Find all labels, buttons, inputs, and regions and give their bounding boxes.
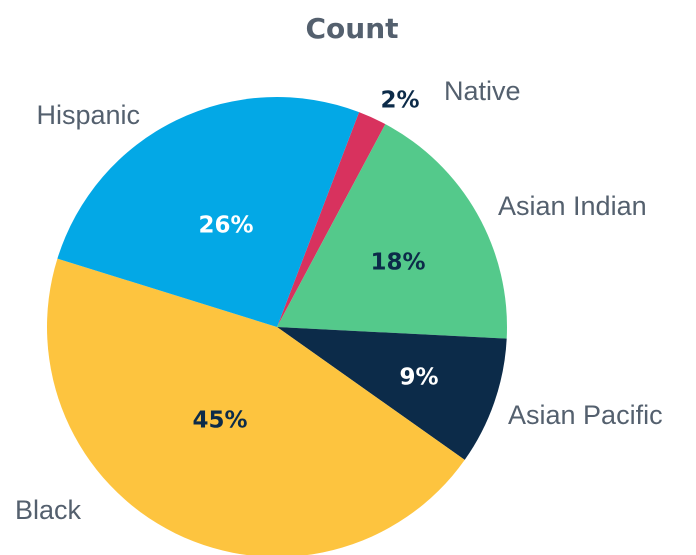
slice-label: Asian Pacific <box>508 400 663 430</box>
chart-title: Count <box>305 12 398 45</box>
slice-label: Hispanic <box>36 100 140 130</box>
value-label: 9% <box>399 365 438 391</box>
value-label: 45% <box>192 408 247 434</box>
slice-label: Asian Indian <box>498 191 647 221</box>
pie-slice <box>57 96 360 327</box>
value-label: 26% <box>198 213 253 239</box>
pie-slice <box>47 258 465 555</box>
value-label: 18% <box>370 250 425 276</box>
slice-label: Black <box>15 495 82 525</box>
pie-slice <box>277 112 386 328</box>
pie-slice <box>277 327 507 460</box>
value-label: 2% <box>380 88 419 114</box>
pie-slice <box>277 124 507 339</box>
slice-label: Native <box>444 76 521 106</box>
